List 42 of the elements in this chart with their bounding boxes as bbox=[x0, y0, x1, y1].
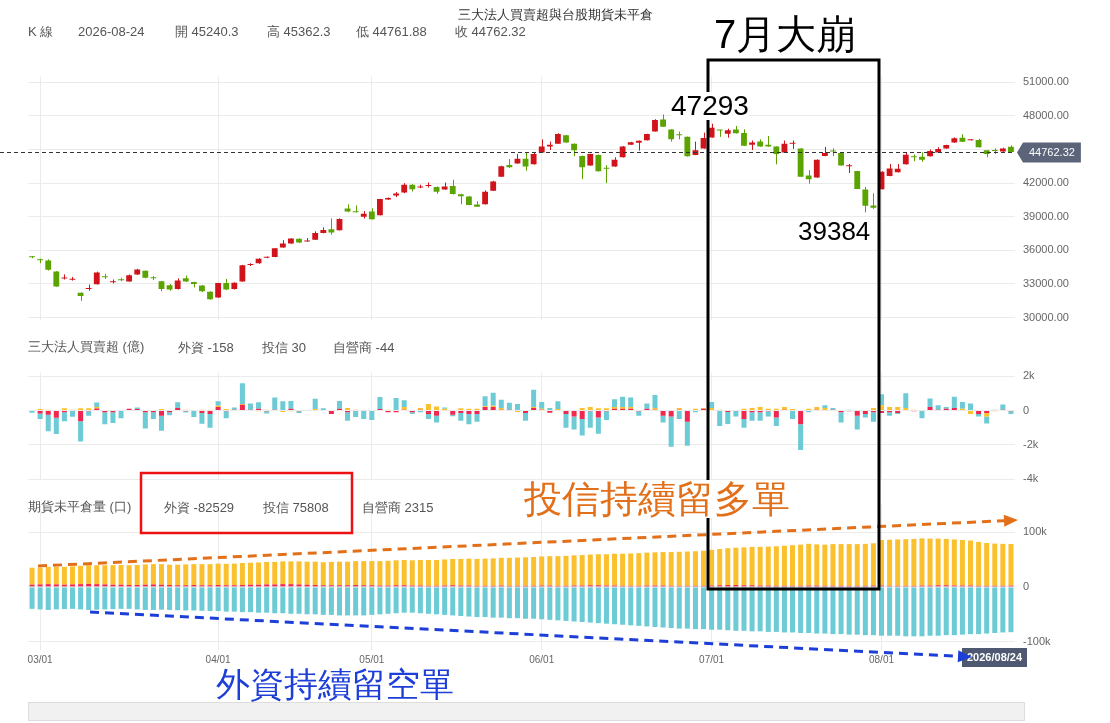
annotation: 47293 bbox=[671, 90, 749, 121]
ref-line-label: 44762.32 bbox=[1029, 145, 1075, 158]
text: 自營商 2315 bbox=[362, 500, 434, 515]
y-tick-label: 51000.00 bbox=[1023, 75, 1069, 88]
y-tick-label: 33000.00 bbox=[1023, 277, 1069, 289]
y-tick-label: -4k bbox=[1023, 472, 1039, 485]
x-tick-label: 08/01 bbox=[869, 653, 895, 665]
y-tick-label: 0 bbox=[1023, 579, 1030, 592]
annotation: 39384 bbox=[798, 216, 871, 246]
y-tick-label: 0 bbox=[1023, 403, 1030, 416]
text: 高 45362.3 bbox=[267, 24, 331, 39]
text: 投信 30 bbox=[262, 340, 307, 355]
text: 2026/08/24 bbox=[962, 648, 1028, 667]
x-tick-label: 07/01 bbox=[699, 653, 725, 665]
y-tick-label: 36000.00 bbox=[1023, 243, 1069, 256]
x-tick-label: 06/01 bbox=[529, 653, 555, 665]
text: 外資 -82529 bbox=[164, 500, 235, 515]
x-tick-label: 04/01 bbox=[205, 653, 232, 665]
text: 外資 -158 bbox=[178, 340, 234, 355]
text: 自營商 -44 bbox=[333, 340, 395, 355]
text: K 線 bbox=[28, 24, 54, 39]
y-tick-label: 48000.00 bbox=[1023, 108, 1069, 121]
y-tick-label: 100k bbox=[1023, 525, 1048, 538]
text: 開 45240.3 bbox=[175, 24, 239, 39]
text: 投信 75808 bbox=[263, 500, 329, 515]
text: 收 44762.32 bbox=[455, 24, 526, 39]
x-tick-label: 03/01 bbox=[27, 653, 54, 665]
y-tick-label: -100k bbox=[1023, 634, 1052, 647]
chart-title: 期貨未平倉量 (口) bbox=[28, 499, 132, 514]
y-tick-label: 2k bbox=[1023, 369, 1036, 382]
chart-title: 三大法人買賣超 (億) bbox=[28, 339, 145, 354]
y-tick-label: -2k bbox=[1023, 437, 1039, 450]
text: 外資持續留空單 bbox=[216, 665, 454, 703]
y-tick-label: 42000.00 bbox=[1023, 176, 1069, 189]
x-tick-label: 05/01 bbox=[359, 653, 385, 665]
chart-title: 三大法人買賣超與台股期貨未平倉 bbox=[457, 7, 653, 22]
text: 2026-08-24 bbox=[78, 24, 145, 39]
annotation: 投信持續留多單 bbox=[524, 478, 790, 520]
y-tick-label: 30000.00 bbox=[1023, 310, 1069, 323]
text: 7月大崩 bbox=[714, 12, 857, 56]
y-tick-label: 39000.00 bbox=[1023, 209, 1069, 222]
text: 低 44761.88 bbox=[356, 24, 427, 39]
